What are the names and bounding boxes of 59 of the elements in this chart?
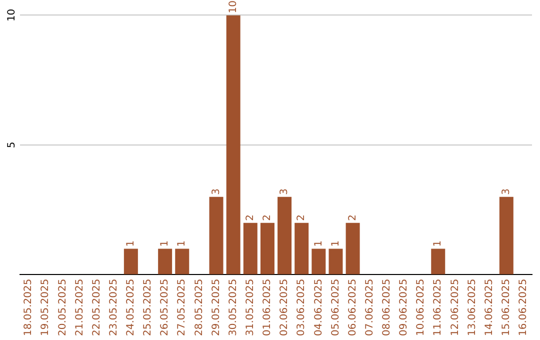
data-label: 1 <box>313 240 324 247</box>
data-label: 3 <box>500 188 512 195</box>
bar <box>312 248 326 274</box>
bar <box>243 222 258 274</box>
x-tick-label: 19.05.2025 <box>40 278 52 336</box>
x-tick-label: 16.06.2025 <box>518 278 530 336</box>
data-label: 2 <box>244 214 256 221</box>
x-tick-label: 20.05.2025 <box>57 278 68 336</box>
x-tick-label: 21.05.2025 <box>74 278 86 336</box>
bar <box>294 222 309 274</box>
x-tick-label: 30.05.2025 <box>228 278 239 336</box>
x-tick-label: 10.06.2025 <box>416 278 427 336</box>
bar <box>431 248 446 274</box>
x-tick-label: 09.06.2025 <box>398 278 410 336</box>
x-tick-label: 08.06.2025 <box>382 278 393 336</box>
bar <box>328 248 343 274</box>
bar <box>499 196 514 274</box>
x-tick-label: 27.05.2025 <box>176 278 188 336</box>
data-label: 1 <box>176 240 188 247</box>
x-tick-label: 14.06.2025 <box>484 278 495 336</box>
x-tick-label: 23.05.2025 <box>108 278 120 336</box>
x-tick-label: 03.06.2025 <box>296 278 308 336</box>
bar <box>260 222 274 274</box>
x-tick-label: 02.06.2025 <box>279 278 290 336</box>
x-tick-label: 13.06.2025 <box>466 278 478 336</box>
data-label: 1 <box>126 240 137 247</box>
bar <box>346 222 360 274</box>
x-tick-label: 29.05.2025 <box>210 278 222 336</box>
x-tick-label: 22.05.2025 <box>91 278 102 336</box>
x-tick-label: 04.06.2025 <box>313 278 324 336</box>
bar <box>175 248 190 274</box>
bar <box>124 248 138 274</box>
bar <box>158 248 172 274</box>
x-tick-label: 15.06.2025 <box>500 278 512 336</box>
data-label: 2 <box>296 214 308 221</box>
x-tick-label: 24.05.2025 <box>126 278 137 336</box>
data-label: 2 <box>347 214 358 221</box>
x-tick-label: 07.06.2025 <box>364 278 376 336</box>
x-tick-label: 12.06.2025 <box>450 278 461 336</box>
x-tick-label: 05.06.2025 <box>330 278 342 336</box>
data-label: 1 <box>330 240 342 247</box>
data-label: 1 <box>432 240 444 247</box>
x-tick-label: 01.06.2025 <box>262 278 274 336</box>
x-tick-label: 11.06.2025 <box>432 278 444 336</box>
bar <box>278 196 292 274</box>
bar <box>209 196 224 274</box>
data-label: 3 <box>210 188 222 195</box>
bar <box>226 15 240 274</box>
x-tick-label: 06.06.2025 <box>347 278 358 336</box>
x-tick-label: 28.05.2025 <box>194 278 205 336</box>
data-label: 10 <box>228 0 239 14</box>
x-tick-label: 18.05.2025 <box>23 278 34 336</box>
data-label: 2 <box>262 214 274 221</box>
data-label: 1 <box>160 240 171 247</box>
data-label: 3 <box>279 188 290 195</box>
x-tick-label: 26.05.2025 <box>160 278 171 336</box>
y-tick-label: 5 <box>6 142 18 148</box>
x-tick-label: 25.05.2025 <box>142 278 154 336</box>
x-tick-label: 31.05.2025 <box>244 278 256 336</box>
